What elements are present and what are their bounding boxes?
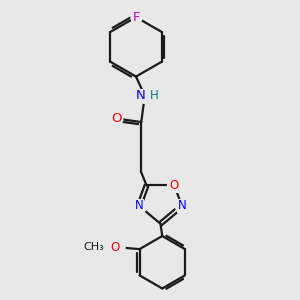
- Text: N: N: [136, 89, 146, 102]
- Text: N: N: [178, 200, 186, 212]
- Text: CH₃: CH₃: [83, 242, 104, 252]
- Text: O: O: [111, 112, 121, 125]
- Text: O: O: [110, 241, 120, 254]
- Text: H: H: [150, 89, 159, 102]
- Text: N: N: [135, 200, 143, 212]
- Text: O: O: [170, 179, 179, 192]
- Text: F: F: [132, 11, 140, 24]
